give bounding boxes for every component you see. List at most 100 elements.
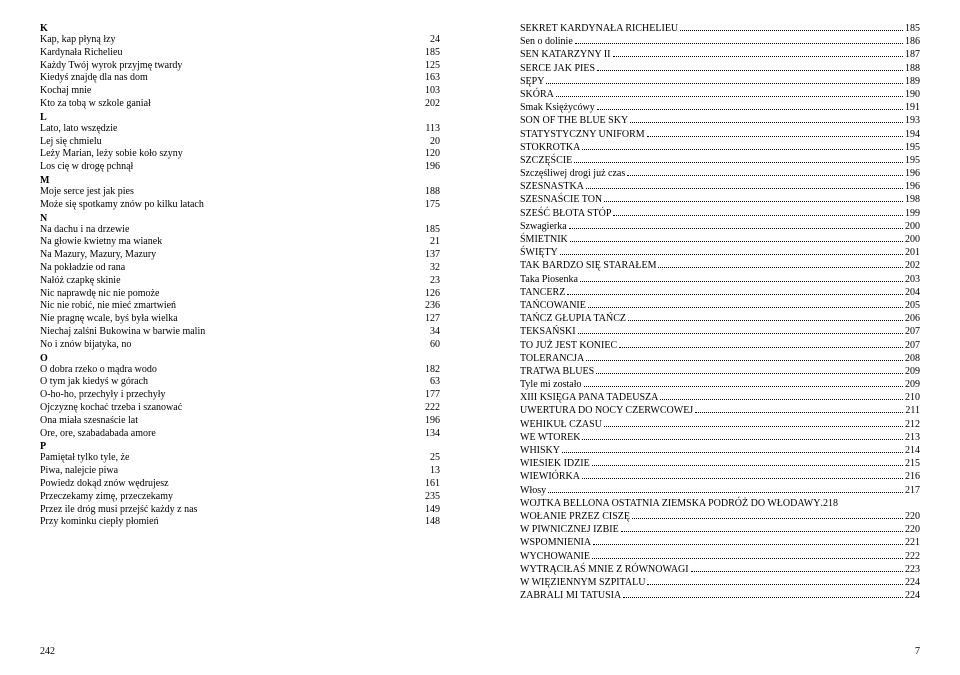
- toc-title: WSPOMNIENIA: [520, 536, 591, 549]
- toc-leader-dots: [597, 103, 903, 110]
- toc-title: SKÓRA: [520, 88, 554, 101]
- toc-page-number: 205: [905, 299, 920, 312]
- index-title: Na Mazury, Mazury, Mazury: [40, 249, 156, 262]
- index-page-number: 126: [417, 288, 440, 301]
- index-title: Nic nie robić, nie mieć zmartwień: [40, 300, 176, 313]
- toc-page-number: 212: [905, 418, 920, 431]
- toc-title: WE WTOREK: [520, 431, 580, 444]
- toc-leader-dots: [578, 327, 903, 334]
- index-row: O dobra rzeko o mądra wodo182: [40, 364, 440, 377]
- index-row: Lato, lato wszędzie113: [40, 123, 440, 136]
- toc-title: SZCZĘŚCIE: [520, 154, 572, 167]
- toc-leader-dots: [621, 525, 903, 532]
- index-row: Może się spotkamy znów po kilku latach17…: [40, 199, 440, 212]
- toc-title: ŚWIĘTY: [520, 246, 558, 259]
- toc-title: WYCHOWANIE: [520, 550, 590, 563]
- toc-title: Tyle mi zostało: [520, 378, 582, 391]
- toc-leader-dots: [580, 275, 903, 282]
- index-title: Kap, kap płyną łzy: [40, 34, 116, 47]
- toc-leader-dots: [680, 24, 903, 31]
- index-page-number: 13: [422, 465, 440, 478]
- toc-row: ZABRALI MI TATUSIA224: [520, 589, 920, 602]
- toc-leader-dots: [593, 538, 903, 545]
- index-page-number: 21: [422, 236, 440, 249]
- toc-title: TANCERZ: [520, 286, 565, 299]
- toc-row: SKÓRA190: [520, 88, 920, 101]
- toc-page-number: 216: [905, 470, 920, 483]
- index-row: Kochaj mnie103: [40, 85, 440, 98]
- section-letter: P: [40, 441, 440, 452]
- index-title: Leży Marian, leży sobie koło szyny: [40, 148, 183, 161]
- index-title: No i znów bijatyka, no: [40, 339, 131, 352]
- toc-title: Sen o dolinie: [520, 35, 573, 48]
- index-title: Nic naprawdę nic nie pomoże: [40, 288, 159, 301]
- toc-leader-dots: [592, 552, 903, 559]
- toc-title: SZESNAŚCIE TON: [520, 193, 602, 206]
- toc-title: WIESIEK IDZIE: [520, 457, 590, 470]
- index-page-number: 177: [417, 389, 440, 402]
- index-row: Nic naprawdę nic nie pomoże 126: [40, 288, 440, 301]
- toc-leader-dots: [582, 143, 903, 150]
- toc-title: WYTRĄCIŁAŚ MNIE Z RÓWNOWAGI: [520, 563, 689, 576]
- toc-page-number: 195: [905, 141, 920, 154]
- toc-leader-dots: [562, 446, 903, 453]
- toc-leader-dots: [604, 420, 903, 427]
- toc-leader-dots: [560, 248, 903, 255]
- index-page-number: 148: [417, 516, 440, 529]
- index-title: Ore, ore, szabadabada amore: [40, 428, 156, 441]
- toc-leader-dots: [586, 182, 903, 189]
- toc-page-number: 213: [905, 431, 920, 444]
- index-row: Pamiętał tylko tyle, że25: [40, 452, 440, 465]
- toc-row: WHISKY214: [520, 444, 920, 457]
- index-row: Kiedyś znajdę dla nas dom163: [40, 72, 440, 85]
- index-title: Kiedyś znajdę dla nas dom: [40, 72, 148, 85]
- toc-page-number: 203: [905, 273, 920, 286]
- index-page-number: 103: [417, 85, 440, 98]
- toc-title: TRATWA BLUES: [520, 365, 594, 378]
- index-row: Niechaj zalśni Bukowina w barwie malin34: [40, 326, 440, 339]
- toc-title: STATYSTYCZNY UNIFORM: [520, 128, 645, 141]
- toc-title: ŚMIETNIK: [520, 233, 568, 246]
- toc-leader-dots: [586, 354, 903, 361]
- section-letter: K: [40, 23, 440, 34]
- index-row: Na pokładzie od rana32: [40, 262, 440, 275]
- toc-page-number: 200: [905, 233, 920, 246]
- index-page-number: 188: [417, 186, 440, 199]
- index-row: Powiedz dokąd znów wędrujesz161: [40, 478, 440, 491]
- toc-row: WYCHOWANIE222: [520, 550, 920, 563]
- index-row: No i znów bijatyka, no60: [40, 339, 440, 352]
- index-row: Nie pragnę wcale, byś była wielka127: [40, 313, 440, 326]
- index-row: O tym jak kiedyś w górach63: [40, 376, 440, 389]
- section-letter: M: [40, 175, 440, 186]
- toc-row: SZEŚĆ BŁOTA STÓP199: [520, 207, 920, 220]
- toc-title: SZEŚĆ BŁOTA STÓP: [520, 207, 611, 220]
- toc-title: TAŃCOWANIE: [520, 299, 586, 312]
- toc-page-number: 191: [905, 101, 920, 114]
- toc-page-number: 215: [905, 457, 920, 470]
- index-title: Powiedz dokąd znów wędrujesz: [40, 478, 169, 491]
- index-row: Piwa, nalejcie piwa13: [40, 465, 440, 478]
- toc-row: W PIWNICZNEJ IZBIE220: [520, 523, 920, 536]
- index-page-number: 137: [417, 249, 440, 262]
- toc-row: TEKSAŃSKI 207: [520, 325, 920, 338]
- index-title: Przeczekamy zimę, przeczekamy: [40, 491, 173, 504]
- index-title: Przez ile dróg musi przejść każdy z nas: [40, 504, 197, 517]
- index-page-number: 185: [417, 47, 440, 60]
- toc-leader-dots: [574, 156, 903, 163]
- toc-row: WEHIKUŁ CZASU212: [520, 418, 920, 431]
- index-page-number: 185: [417, 224, 440, 237]
- toc-page-number: 207: [905, 325, 920, 338]
- toc-leader-dots: [582, 472, 903, 479]
- toc-leader-dots: [592, 459, 903, 466]
- toc-title: SON OF THE BLUE SKY: [520, 114, 628, 127]
- toc-row: SĘPY189: [520, 75, 920, 88]
- toc-page-number: 195: [905, 154, 920, 167]
- toc-row: WE WTOREK 213: [520, 431, 920, 444]
- index-row: Moje serce jest jak pies188: [40, 186, 440, 199]
- toc-leader-dots: [632, 512, 903, 519]
- toc-page-number: 224: [905, 576, 920, 589]
- index-title: Może się spotkamy znów po kilku latach: [40, 199, 204, 212]
- toc-title: TAŃCZ GŁUPIA TAŃCZ: [520, 312, 626, 325]
- index-page-number: 222: [417, 402, 440, 415]
- toc-title: TEKSAŃSKI: [520, 325, 576, 338]
